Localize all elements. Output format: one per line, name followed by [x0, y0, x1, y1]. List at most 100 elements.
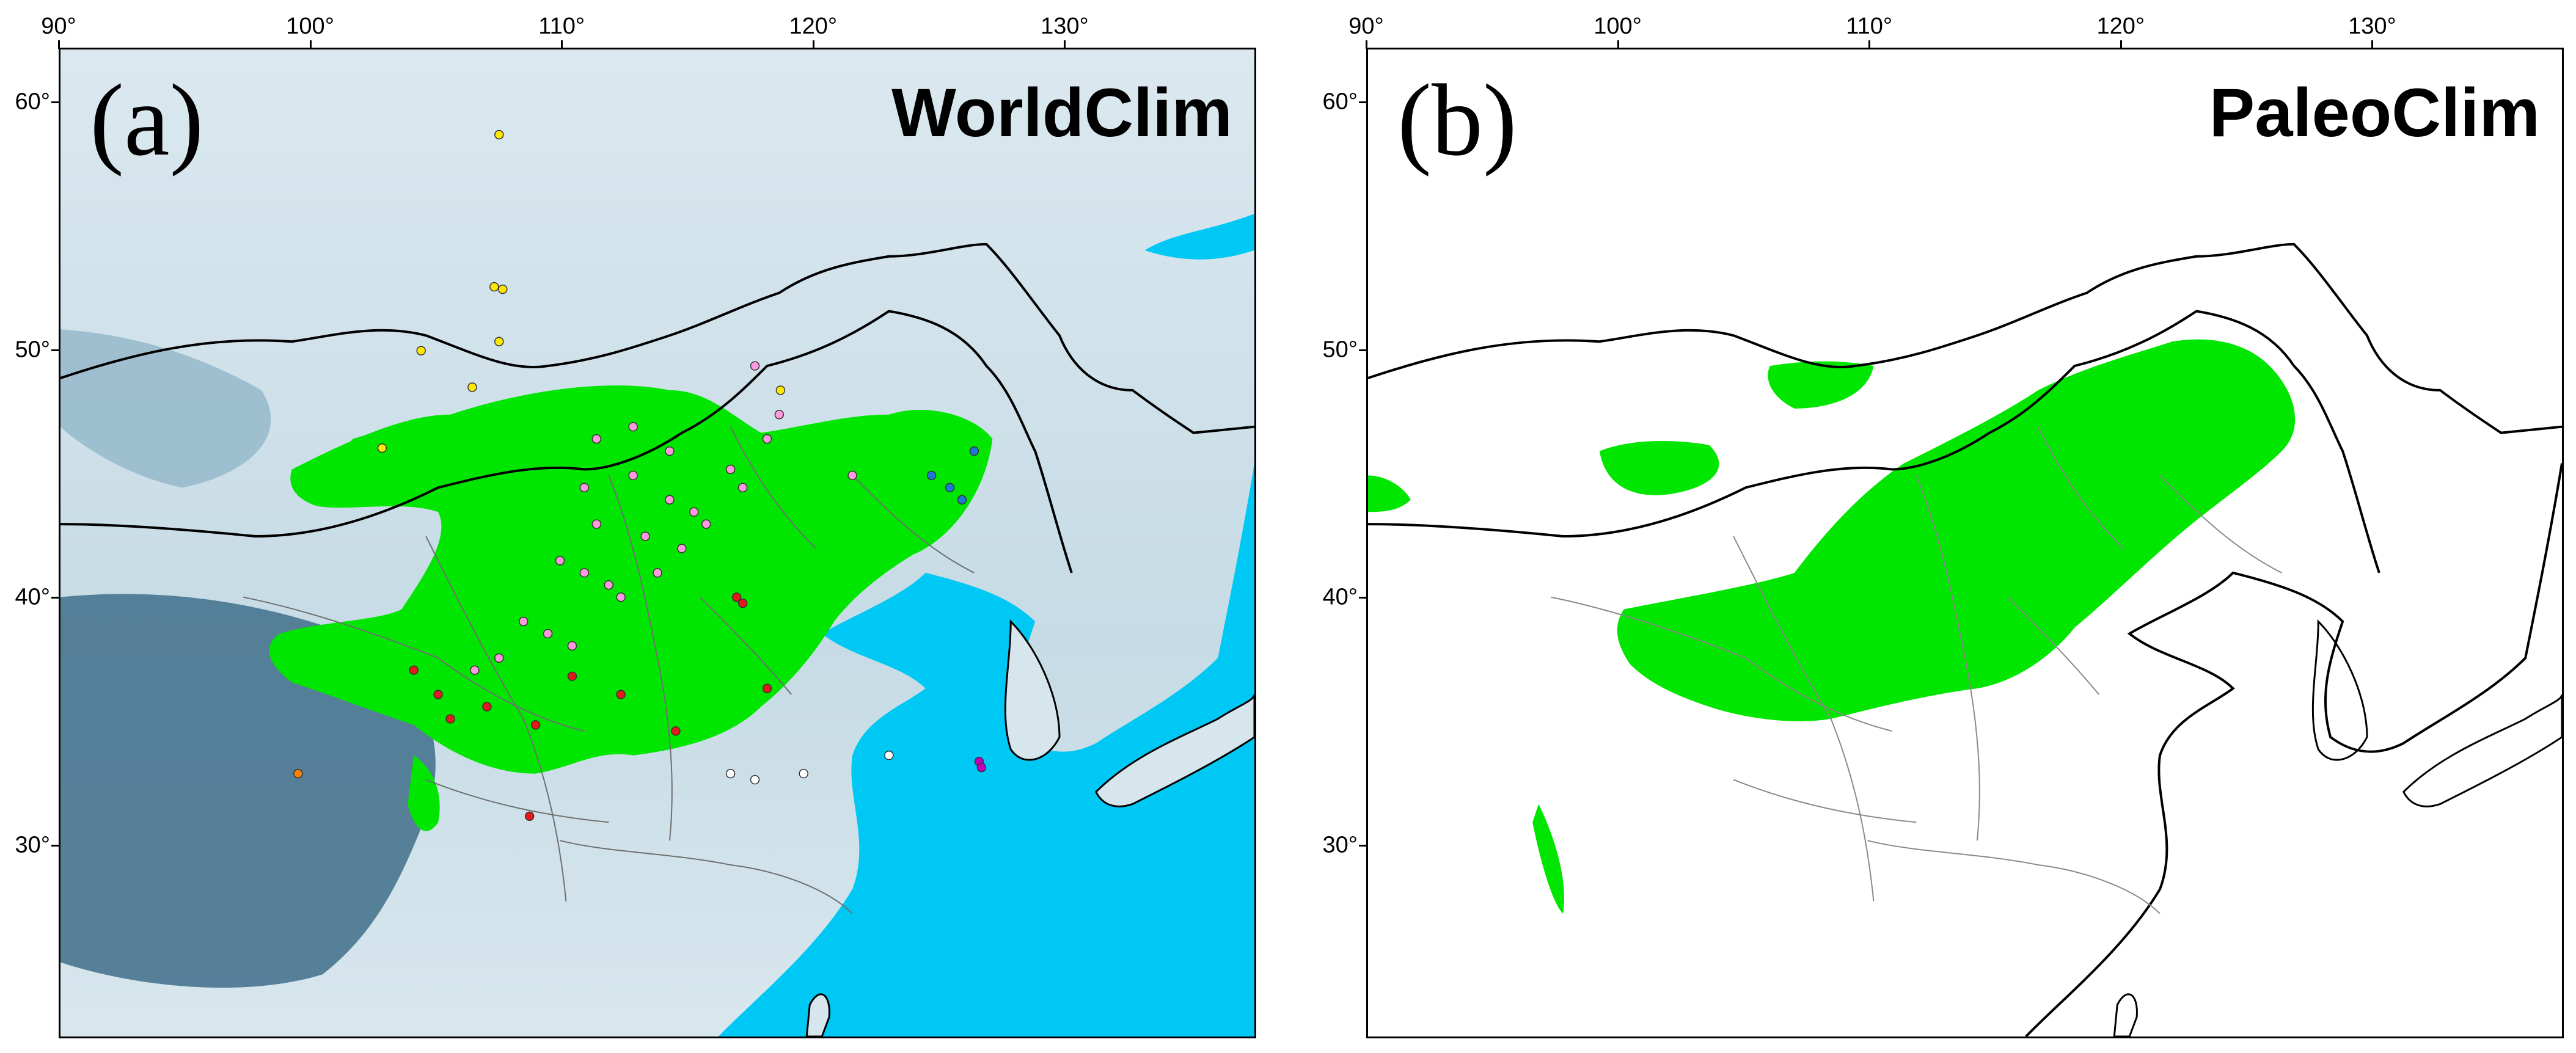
suitable-area-patch	[346, 430, 463, 483]
occurrence-point	[409, 665, 419, 675]
x-tick-label: 120°	[789, 13, 838, 39]
y-tick-mark	[51, 349, 60, 351]
occurrence-point	[579, 568, 590, 578]
occurrence-point	[616, 690, 626, 699]
occurrence-point	[518, 616, 529, 627]
occurrence-point	[494, 129, 504, 140]
panel-letter-a: (a)	[90, 64, 204, 177]
occurrence-point	[616, 592, 626, 602]
x-tick-mark	[58, 40, 60, 49]
y-tick-mark	[51, 597, 60, 599]
occurrence-point	[957, 495, 967, 505]
korea-peninsula	[1004, 619, 1061, 761]
national-border-north	[1368, 242, 2562, 434]
occurrence-point	[737, 598, 748, 608]
suitable-area-edge-west	[1368, 475, 1411, 512]
occurrence-point	[543, 629, 553, 639]
x-tick-label: 110°	[1846, 13, 1893, 39]
map-panel-worldclim: (a) WorldClim	[59, 48, 1256, 1038]
occurrence-point	[494, 653, 504, 663]
occurrence-point	[498, 284, 508, 294]
x-tick-label: 130°	[2348, 13, 2396, 39]
x-tick-mark	[309, 40, 312, 49]
national-border-south	[60, 310, 1073, 574]
x-tick-label: 130°	[1041, 13, 1089, 39]
occurrence-point	[725, 768, 736, 779]
x-tick-label: 90°	[41, 13, 76, 39]
panel-title-worldclim: WorldClim	[891, 75, 1232, 151]
occurrence-point	[731, 592, 742, 602]
x-tick-label: 110°	[538, 13, 585, 39]
sea-area	[718, 463, 1254, 1037]
mountain-shading	[60, 329, 271, 488]
x-tick-mark	[1617, 40, 1619, 49]
occurrence-point	[762, 683, 772, 693]
occurrence-point	[482, 702, 492, 712]
occurrence-point	[762, 434, 772, 444]
occurrence-point	[665, 495, 675, 505]
x-tick-mark	[1064, 40, 1066, 49]
occurrence-point	[677, 544, 687, 553]
occurrence-point	[653, 568, 662, 578]
occurrence-point	[926, 470, 937, 481]
y-tick-label: 50°	[1322, 337, 1358, 363]
occurrence-point	[701, 519, 711, 529]
panel-letter-b: (b)	[1397, 64, 1517, 177]
occurrence-point	[689, 507, 699, 517]
occurrence-point	[628, 470, 638, 481]
province-borders	[243, 426, 975, 914]
occurrence-point	[579, 483, 590, 493]
y-tick-mark	[1359, 844, 1367, 847]
x-tick-mark	[812, 40, 814, 49]
occurrence-point	[591, 434, 602, 444]
suitable-area-patch-north	[1768, 361, 1874, 409]
occurrence-point	[799, 768, 808, 779]
occurrence-point	[567, 641, 577, 651]
province-borders	[1550, 426, 2282, 914]
occurrence-point	[628, 421, 638, 432]
x-tick-mark	[2371, 40, 2374, 49]
x-tick-mark	[1868, 40, 1871, 49]
y-tick-label: 50°	[15, 337, 50, 363]
occurrence-point	[433, 690, 443, 699]
occurrence-point	[591, 519, 602, 529]
occurrence-point	[470, 665, 480, 675]
x-tick-mark	[561, 40, 563, 49]
occurrence-point	[467, 382, 477, 392]
occurrence-point	[445, 714, 455, 724]
y-tick-label: 40°	[1322, 584, 1358, 610]
occurrence-point	[750, 774, 760, 785]
y-tick-label: 40°	[15, 584, 50, 610]
occurrence-point	[416, 346, 426, 355]
occurrence-point	[489, 282, 499, 292]
japan-islands	[2402, 694, 2562, 807]
x-tick-label: 120°	[2096, 13, 2145, 39]
occurrence-point	[737, 483, 748, 493]
suitable-area-paleoclim	[1617, 339, 2296, 721]
occurrence-point	[377, 443, 387, 453]
occurrence-point	[524, 811, 535, 822]
x-tick-mark	[2120, 40, 2122, 49]
japan-islands	[1094, 694, 1254, 807]
map-panel-paleoclim: (b) PaleoClim	[1366, 48, 2564, 1038]
coastline	[2025, 463, 2562, 1037]
x-tick-label: 90°	[1348, 13, 1384, 39]
y-tick-label: 30°	[15, 832, 50, 858]
occurrence-point	[555, 556, 565, 566]
occurrence-point	[665, 446, 675, 456]
y-tick-mark	[51, 844, 60, 847]
y-tick-mark	[1359, 349, 1367, 351]
occurrence-point	[530, 720, 541, 730]
sea-area-north	[1144, 214, 1254, 260]
occurrence-point	[750, 361, 760, 371]
paleoclim-map	[1368, 49, 2562, 1037]
occurrence-points	[293, 129, 987, 822]
x-tick-mark	[1366, 40, 1367, 49]
y-tick-label: 60°	[15, 89, 50, 115]
national-border-south	[1368, 310, 2380, 574]
suitable-area-worldclim	[269, 385, 993, 774]
y-tick-mark	[1359, 597, 1367, 599]
taiwan-island	[2113, 993, 2138, 1037]
taiwan-island	[805, 993, 830, 1037]
panel-title-paleoclim: PaleoClim	[2209, 75, 2540, 151]
